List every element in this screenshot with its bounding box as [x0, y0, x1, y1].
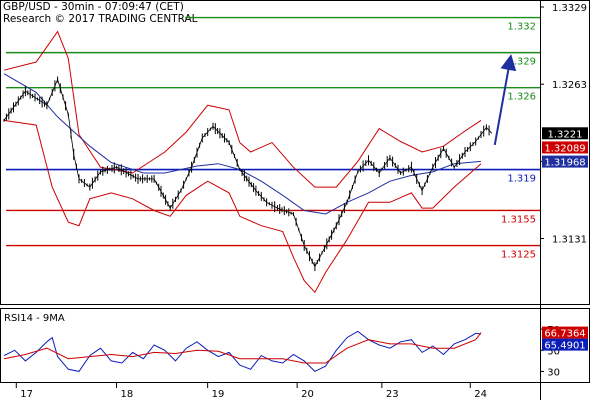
y-tick-label: 1.3131 [552, 235, 587, 246]
rsi-line [3, 330, 482, 373]
time-axis: 17 18 19 20 23 24 [15, 382, 487, 400]
price-marker-label: 1.32089 [544, 143, 585, 154]
level-label: 1.326 [507, 92, 536, 103]
x-tick-label: 17 [20, 389, 33, 400]
rsi-marker-label: 65.4901 [544, 341, 585, 352]
level-label: 1.329 [507, 57, 536, 68]
research-credit: Research © 2017 TRADING CENTRAL [3, 13, 198, 25]
bollinger-upper-line [3, 30, 482, 188]
price-bars [3, 76, 490, 272]
rsi-marker-ma [542, 326, 588, 339]
chart-title: GBP/USD - 30min - 07:09:47 (CET) [3, 1, 184, 13]
x-tick-label: 23 [386, 389, 399, 400]
price-marker-moving_average [542, 155, 588, 168]
level-label: 1.3125 [501, 250, 536, 261]
x-tick-label: 19 [212, 389, 225, 400]
price-marker-last [542, 127, 588, 140]
level-label: 1.332 [507, 22, 536, 33]
rsi-y-tick-label: 50 [547, 346, 560, 357]
rsi-y-tick-label: 30 [547, 367, 560, 378]
level-label: 1.3155 [501, 214, 536, 225]
x-tick-label: 24 [474, 389, 487, 400]
rsi-ma-line [3, 332, 482, 364]
rsi-marker-label: 66.7364 [544, 329, 585, 340]
y-tick-label: 1.3329 [552, 3, 587, 14]
moving-average-line [3, 73, 482, 215]
x-tick-label: 18 [121, 389, 134, 400]
y-tick-label: 1.3263 [552, 80, 587, 91]
price-marker-bollinger [542, 141, 588, 154]
price-marker-label: 1.3221 [548, 129, 583, 140]
rsi-title: RSI14 - 9MA [4, 313, 65, 324]
rsi-panel-frame [0, 308, 590, 383]
bollinger-lower-line [3, 119, 482, 294]
price-line [3, 78, 493, 268]
price-marker-label: 1.31968 [544, 158, 585, 169]
level-label: 1.319 [507, 174, 536, 185]
x-tick-label: 20 [301, 389, 314, 400]
projection-arrow [493, 54, 517, 146]
rsi-marker-rsi [542, 338, 588, 351]
